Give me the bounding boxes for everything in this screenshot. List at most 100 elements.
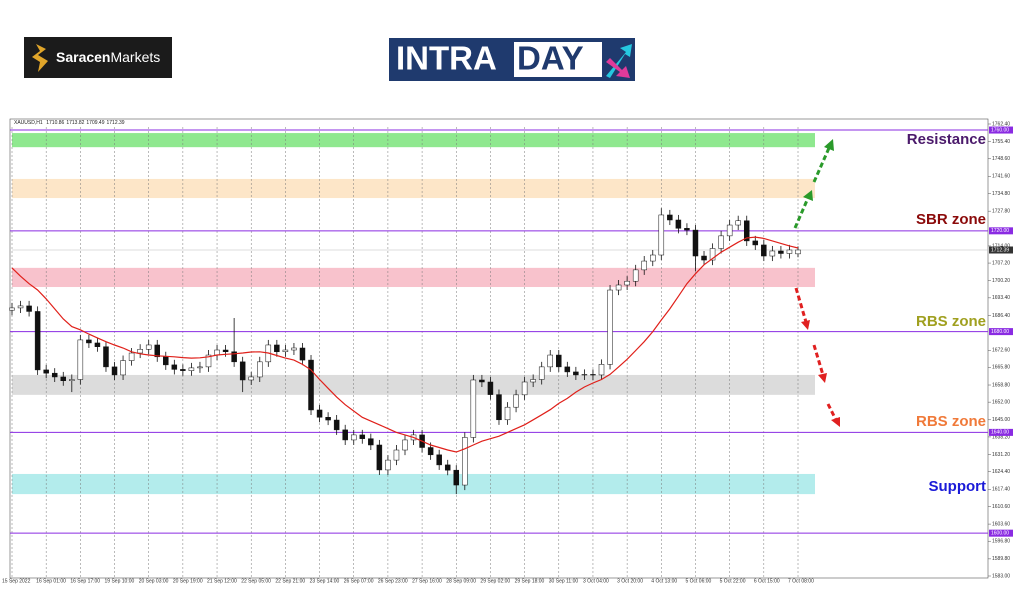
x-tick-label: 5 Oct 06:00 xyxy=(685,578,711,584)
levels xyxy=(10,129,988,534)
candle-body xyxy=(590,374,596,376)
candle-body xyxy=(299,347,306,361)
arrow-down xyxy=(826,403,838,421)
candle-body xyxy=(257,361,263,378)
candle-body xyxy=(735,220,741,226)
logo-b-box xyxy=(514,42,602,77)
candle-body xyxy=(624,280,630,286)
direction-arrows xyxy=(793,147,838,421)
candle-body xyxy=(145,344,152,350)
candle-body xyxy=(86,339,92,344)
arrow-up xyxy=(812,147,831,183)
y-tick-label: 1693.40 xyxy=(992,295,1010,301)
x-tick-label: 26 Sep 23:00 xyxy=(378,578,408,584)
x-tick-label: 5 Oct 22:00 xyxy=(720,578,746,584)
symbol: XAUUSD,H1 xyxy=(14,120,43,126)
candle-body xyxy=(530,379,536,383)
candle-body xyxy=(43,369,49,374)
candle-body xyxy=(470,379,477,438)
candle-body xyxy=(308,359,314,411)
candle-body xyxy=(154,344,160,358)
candle-body xyxy=(598,364,605,376)
zone-annotation: SBR zone xyxy=(916,211,986,228)
brand-logo: SaracenMarkets xyxy=(24,37,172,78)
y-tick-label: 1589.80 xyxy=(992,556,1010,562)
x-tick-label: 16 Sep 17:00 xyxy=(70,578,100,584)
arrow-down xyxy=(812,344,825,376)
zone xyxy=(12,267,815,288)
candle-body xyxy=(188,367,195,371)
candle-body xyxy=(504,406,511,421)
brand-light: Markets xyxy=(110,49,160,65)
y-tick-label: 1665.80 xyxy=(992,365,1010,371)
x-tick-label: 22 Sep 21:00 xyxy=(275,578,305,584)
candle-body xyxy=(163,356,169,366)
candle-body xyxy=(248,376,254,381)
arrow-head xyxy=(818,373,827,383)
candle-body xyxy=(350,434,357,441)
candle-body xyxy=(752,240,759,246)
candle-body xyxy=(205,354,212,368)
candle-body xyxy=(667,214,673,221)
candle-body xyxy=(94,342,101,347)
candle-body xyxy=(427,447,434,456)
candle-body xyxy=(111,366,118,376)
x-tick-label: 21 Sep 12:00 xyxy=(207,578,237,584)
level-label: 1640.00 xyxy=(991,430,1009,436)
x-tick-label: 27 Sep 16:00 xyxy=(412,578,442,584)
arrow-heads xyxy=(801,139,840,427)
x-tick-label: 22 Sep 05:00 xyxy=(241,578,271,584)
arrow-head xyxy=(824,139,834,151)
candle-body xyxy=(709,248,716,261)
y-tick-label: 1741.60 xyxy=(992,174,1010,180)
y-tick-label: 1748.60 xyxy=(992,156,1010,162)
x-tick-label: 20 Sep 03:00 xyxy=(139,578,169,584)
candle-body xyxy=(316,409,323,418)
y-tick-label: 1603.60 xyxy=(992,521,1010,527)
candle-body xyxy=(239,361,246,381)
candle-body xyxy=(743,220,750,242)
candle-body xyxy=(393,449,400,461)
candle-body xyxy=(103,346,109,368)
y-tick-label: 1645.00 xyxy=(992,417,1010,423)
candle-body xyxy=(274,344,280,353)
candle-body xyxy=(128,352,135,361)
zones xyxy=(12,133,815,495)
x-tick-label: 20 Sep 19:00 xyxy=(173,578,203,584)
candle-body xyxy=(795,249,801,255)
x-tick-label: 30 Sep 11:00 xyxy=(549,578,579,584)
candle-body xyxy=(769,250,776,257)
candle-body xyxy=(197,366,203,369)
candle-body xyxy=(462,437,468,486)
candle-body xyxy=(615,284,622,291)
arrow-head xyxy=(831,417,840,427)
y-tick-label: 1652.00 xyxy=(992,399,1010,405)
x-tick-label: 3 Oct 04:00 xyxy=(583,578,609,584)
candle-body xyxy=(675,219,682,229)
candle-body xyxy=(479,379,485,383)
y-tick-label: 1734.80 xyxy=(992,191,1010,197)
zone xyxy=(12,133,815,148)
logo-b: DAY xyxy=(517,40,584,77)
axis: 15 Sep 2022 16 Sep 01:00 16 Sep 17:00 19 Se… xyxy=(2,121,1013,584)
candle-body xyxy=(556,354,562,368)
zone xyxy=(12,374,815,395)
candle-body xyxy=(137,348,143,354)
zone-annotation: Resistance xyxy=(907,131,986,148)
level-label: 1720.00 xyxy=(991,228,1009,234)
candle-body xyxy=(521,381,528,396)
header-open: 1710.86 xyxy=(46,120,64,126)
header-low: 1709.49 xyxy=(86,120,104,126)
brand-text: SaracenMarkets xyxy=(56,49,160,65)
candle-body xyxy=(547,354,553,368)
y-tick-label: 1610.60 xyxy=(992,504,1010,510)
y-tick-label: 1727.80 xyxy=(992,209,1010,215)
y-tick-label: 1755.40 xyxy=(992,139,1010,145)
candle-body xyxy=(496,394,502,421)
zone xyxy=(12,473,815,495)
level-label: 1600.00 xyxy=(991,530,1009,536)
x-tick-label: 15 Sep 2022 xyxy=(2,578,31,584)
candle-body xyxy=(453,469,460,486)
y-tick-label: 1707.20 xyxy=(992,260,1010,266)
